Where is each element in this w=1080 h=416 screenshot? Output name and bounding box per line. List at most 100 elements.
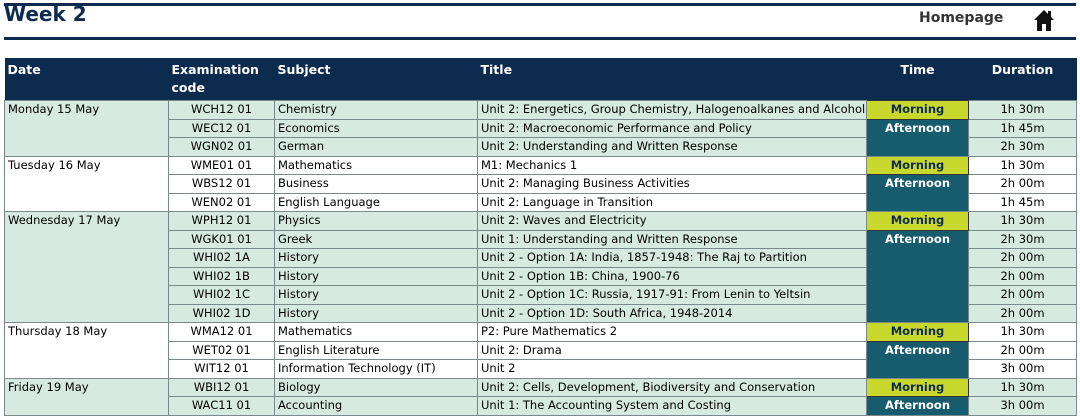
duration-cell: 2h 30m <box>968 229 1077 249</box>
subject-cell: Information Technology (IT) <box>274 359 478 379</box>
duration-cell: 2h 00m <box>968 266 1077 286</box>
time-afternoon: Afternoon <box>866 396 969 416</box>
subject-cell: History <box>274 248 478 268</box>
title-cell: P2: Pure Mathematics 2 <box>477 322 867 342</box>
subject-cell: Physics <box>274 211 478 231</box>
time-morning: Morning <box>866 322 969 342</box>
exam-row: Thursday 18 May WMA12 01 Mathematics P2: Pu… <box>4 322 1077 379</box>
title-cell: Unit 2: Understanding and Written Respon… <box>477 137 867 157</box>
subject-cell: Greek <box>274 229 478 249</box>
code-cell: WHI02 1D <box>168 303 275 323</box>
column-header: Duration <box>968 58 1077 101</box>
column-header: Title <box>477 58 867 101</box>
duration-cell: 2h 00m <box>968 340 1077 360</box>
exam-row: WHI02 1A History Unit 2 - Option 1A: India… <box>5 248 1077 268</box>
title-cell: Unit 1: Understanding and Written Respon… <box>477 229 867 249</box>
duration-cell: 1h 45m <box>968 192 1077 212</box>
time-morning: Morning <box>866 155 969 175</box>
exam-row: Wednesday 17 May WPH12 01 Physics Unit 2: W… <box>4 211 1077 323</box>
subject-cell: Economics <box>274 118 478 138</box>
code-cell: WMA12 01 <box>168 322 275 342</box>
duration-cell: 2h 30m <box>968 137 1077 157</box>
exam-row: WEC12 01 Economics Unit 2: Macroeconomic P… <box>5 118 1077 157</box>
date-cell: Wednesday 17 May <box>4 211 169 323</box>
time-afternoon: Afternoon <box>866 229 969 323</box>
title-cell: Unit 2: Cells, Development, Biodiversity… <box>477 377 867 397</box>
exam-row: WET02 01 English Literature Unit 2: Drama A… <box>5 340 1077 379</box>
duration-cell: 3h 00m <box>968 359 1077 379</box>
code-cell: WET02 01 <box>168 340 275 360</box>
exam-row: Tuesday 16 May WME01 01 Mathematics M1: Mec… <box>4 155 1077 212</box>
header-bar <box>4 3 1076 40</box>
exam-row: Friday 19 May WBI12 01 Biology Unit 2: Cell… <box>4 377 1077 416</box>
code-cell: WCH12 01 <box>168 100 275 120</box>
subject-cell: English Literature <box>274 340 478 360</box>
title-cell: Unit 2 - Option 1A: India, 1857-1948: Th… <box>477 248 867 268</box>
title-cell: Unit 2 <box>477 359 867 379</box>
code-cell: WME01 01 <box>168 155 275 175</box>
header-row: Date Examination code Subject Title Time Dura… <box>4 58 1077 101</box>
date-cell: Friday 19 May <box>4 377 169 416</box>
duration-cell: 1h 30m <box>968 100 1077 120</box>
code-cell: WHI02 1B <box>168 266 275 286</box>
title-cell: Unit 2 - Option 1C: Russia, 1917-91: Fro… <box>477 285 867 305</box>
time-afternoon: Afternoon <box>866 118 969 157</box>
time-morning: Morning <box>866 377 969 397</box>
code-cell: WIT12 01 <box>168 359 275 379</box>
exam-row: WGK01 01 Greek Unit 1: Understanding and W… <box>5 229 1077 323</box>
code-cell: WPH12 01 <box>168 211 275 231</box>
exam-row: Monday 15 May WCH12 01 Chemistry Unit 2: En… <box>4 100 1077 157</box>
exam-row: WAC11 01 Accounting Unit 1: The Accounting… <box>5 396 1077 416</box>
subject-cell: History <box>274 266 478 286</box>
code-cell: WBS12 01 <box>168 174 275 194</box>
exam-row: WEN02 01 English Language Unit 2: Language… <box>5 192 1077 212</box>
title-cell: M1: Mechanics 1 <box>477 155 867 175</box>
column-header: Date <box>4 58 169 101</box>
date-cell: Thursday 18 May <box>4 322 169 379</box>
title-cell: Unit 1: The Accounting System and Costin… <box>477 396 867 416</box>
time-afternoon: Afternoon <box>866 174 969 212</box>
column-header: Subject <box>274 58 478 101</box>
title-cell: Unit 2: Waves and Electricity <box>477 211 867 231</box>
subject-cell: Mathematics <box>274 155 478 175</box>
duration-cell: 1h 30m <box>968 322 1077 342</box>
exam-row: WHI02 1B History Unit 2 - Option 1B: China… <box>5 266 1077 286</box>
page-title: Week 2 <box>4 2 87 26</box>
date-cell: Tuesday 16 May <box>4 155 169 212</box>
subject-cell: Chemistry <box>274 100 478 120</box>
subject-cell: History <box>274 303 478 323</box>
code-cell: WAC11 01 <box>168 396 275 416</box>
title-cell: Unit 2: Drama <box>477 340 867 360</box>
code-cell: WEC12 01 <box>168 118 275 138</box>
time-morning: Morning <box>866 211 969 231</box>
title-cell: Unit 2: Macroeconomic Performance and Po… <box>477 118 867 138</box>
time-afternoon: Afternoon <box>866 340 969 379</box>
exam-row: WBS12 01 Business Unit 2: Managing Busines… <box>5 174 1077 212</box>
duration-cell: 3h 00m <box>968 396 1077 416</box>
duration-cell: 1h 30m <box>968 377 1077 397</box>
title-cell: Unit 2: Language in Transition <box>477 192 867 212</box>
home-icon[interactable] <box>1033 8 1055 32</box>
duration-cell: 1h 45m <box>968 118 1077 138</box>
column-header: Examination code <box>168 58 275 101</box>
duration-cell: 1h 30m <box>968 155 1077 175</box>
subject-cell: Accounting <box>274 396 478 416</box>
code-cell: WGN02 01 <box>168 137 275 157</box>
title-cell: Unit 2 - Option 1D: South Africa, 1948-2… <box>477 303 867 323</box>
homepage-link[interactable]: Homepage <box>919 10 1004 26</box>
time-morning: Morning <box>866 100 969 120</box>
title-cell: Unit 2: Managing Business Activities <box>477 174 867 194</box>
duration-cell: 2h 00m <box>968 174 1077 194</box>
subject-cell: History <box>274 285 478 305</box>
subject-cell: Mathematics <box>274 322 478 342</box>
column-header: Time <box>866 58 969 101</box>
subject-cell: Biology <box>274 377 478 397</box>
subject-cell: English Language <box>274 192 478 212</box>
title-cell: Unit 2: Energetics, Group Chemistry, Hal… <box>477 100 867 120</box>
duration-cell: 2h 00m <box>968 303 1077 323</box>
duration-cell: 1h 30m <box>968 211 1077 231</box>
code-cell: WHI02 1C <box>168 285 275 305</box>
duration-cell: 2h 00m <box>968 248 1077 268</box>
exam-table: Date Examination code Subject Title Time Dura… <box>4 58 1077 416</box>
code-cell: WHI02 1A <box>168 248 275 268</box>
